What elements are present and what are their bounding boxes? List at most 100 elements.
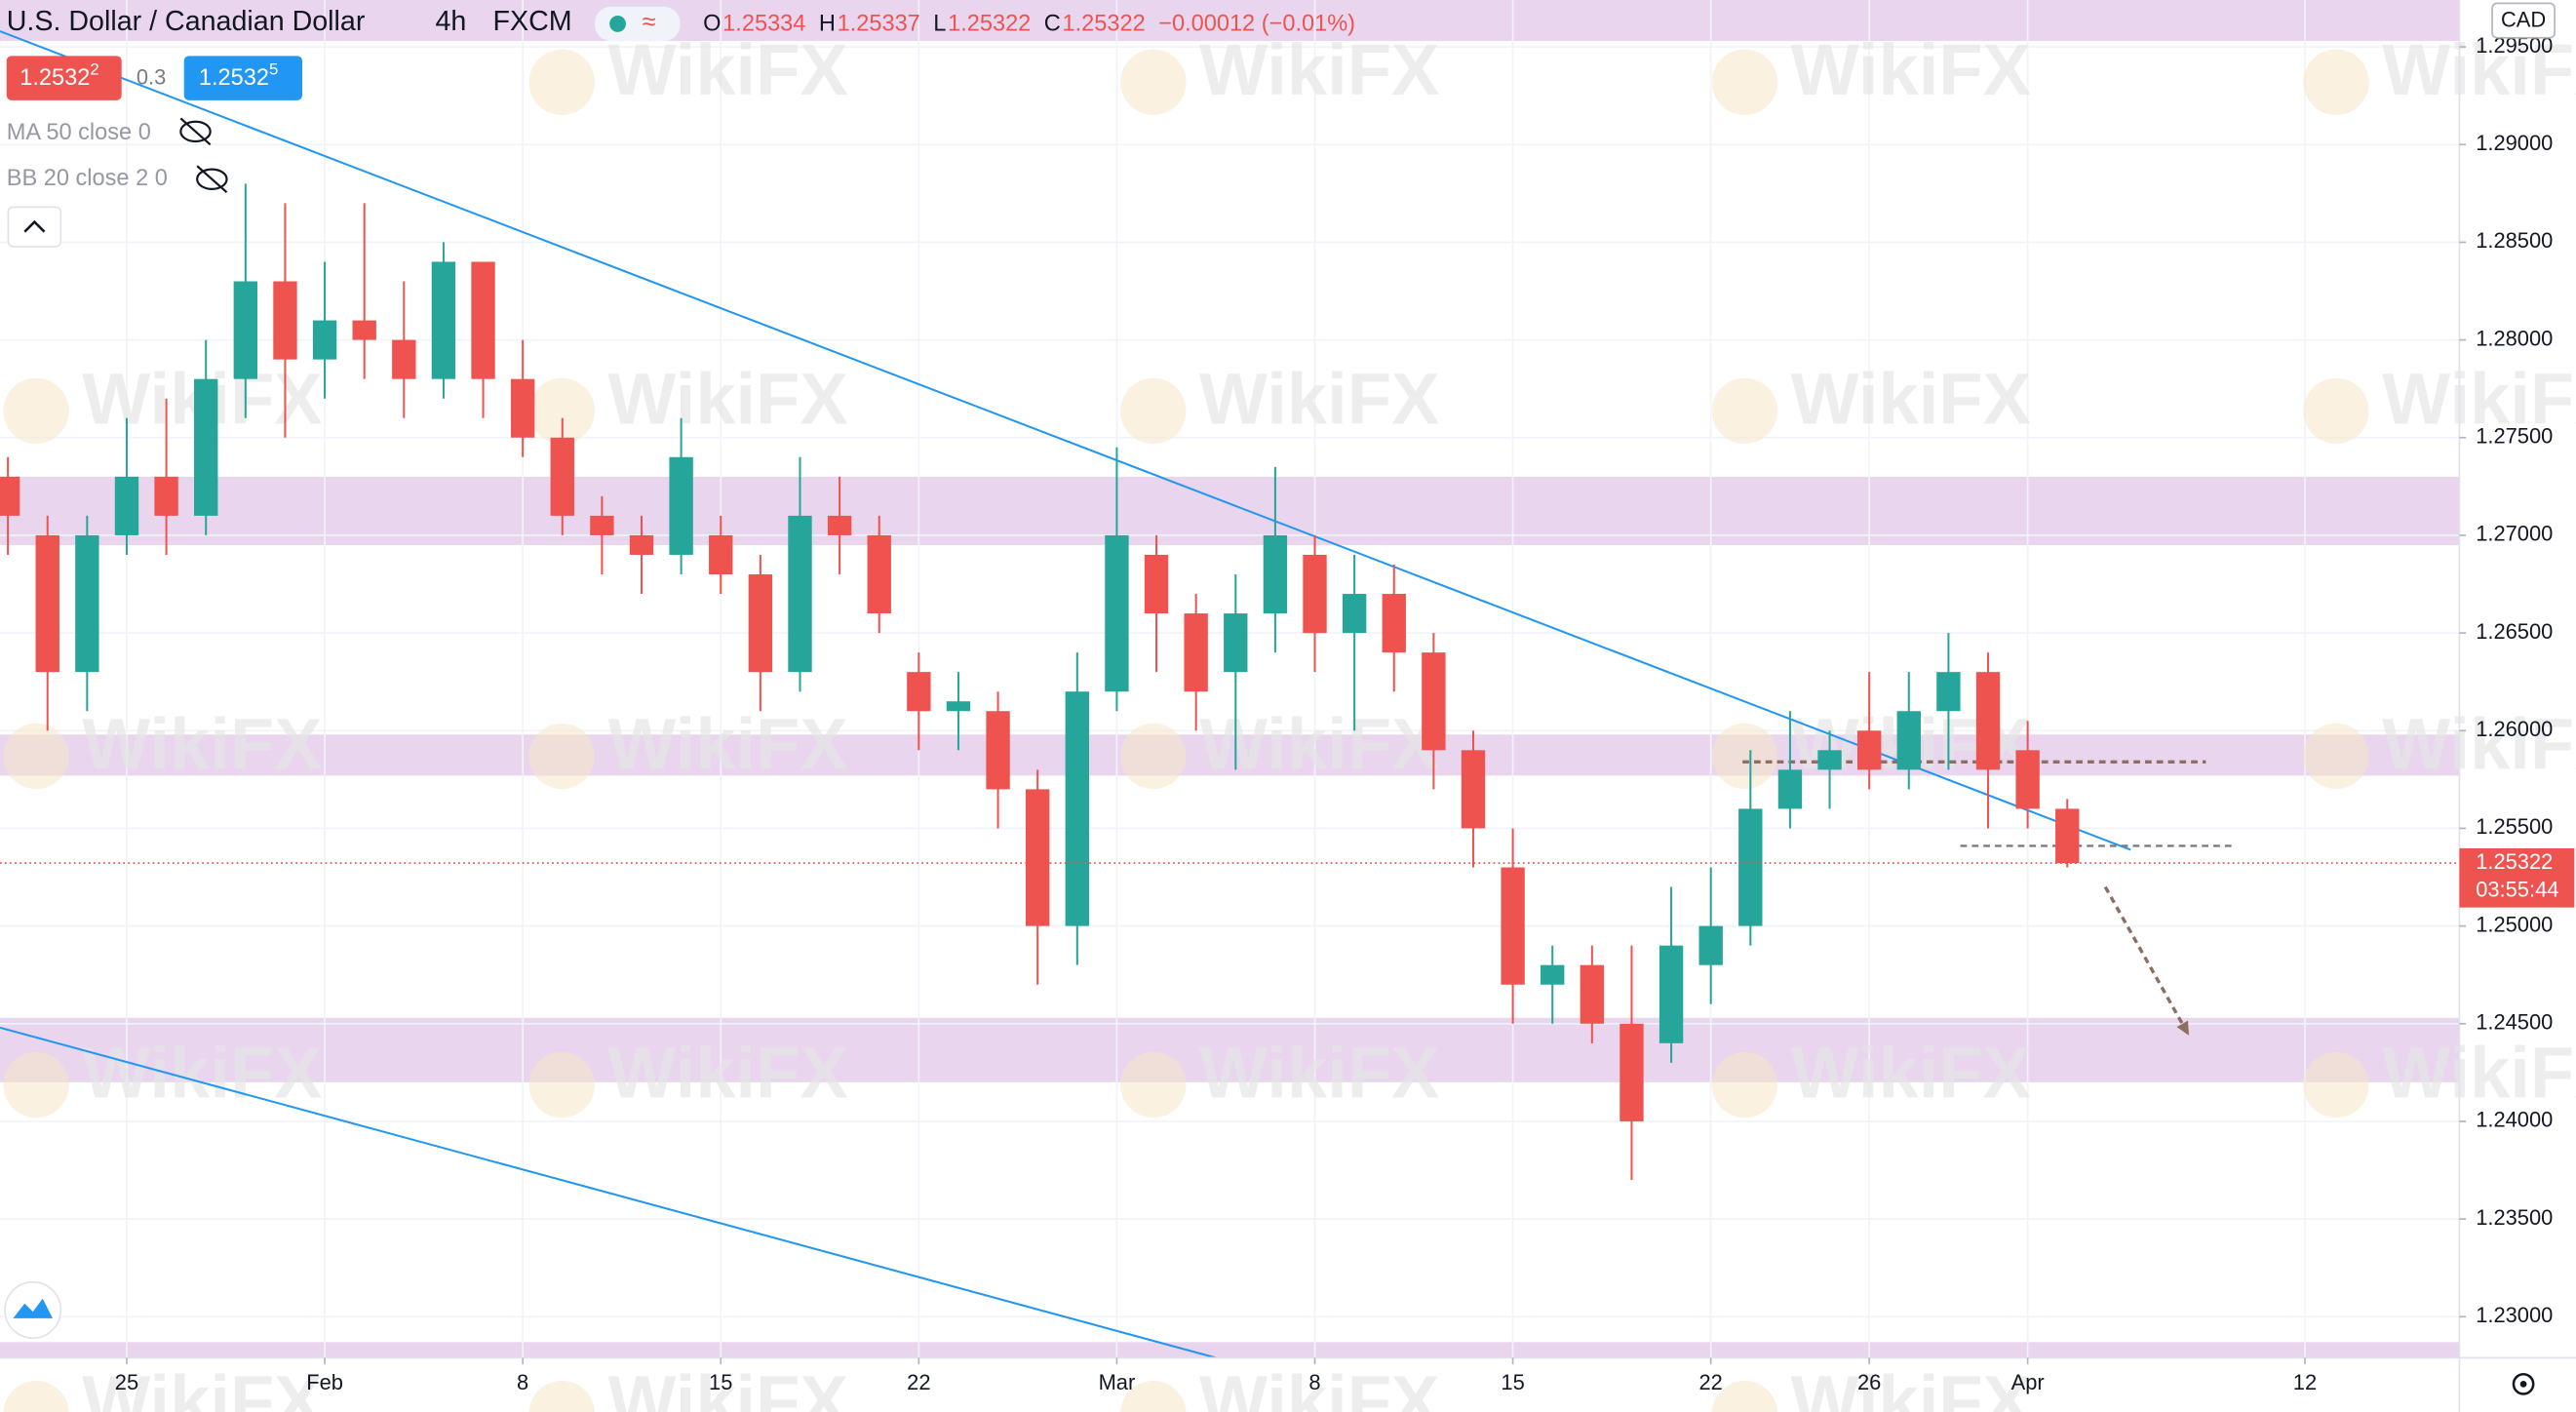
y-tick-label: 1.24500 xyxy=(2476,1010,2553,1035)
y-tick-label: 1.24000 xyxy=(2476,1108,2553,1132)
x-tick-label: 22 xyxy=(1699,1370,1723,1394)
trend-line xyxy=(0,30,2131,851)
watermark-logo xyxy=(1711,1051,1778,1118)
candle-body xyxy=(1817,750,1842,770)
y-tick-label: 1.25500 xyxy=(2476,814,2553,839)
watermark: WikiFX xyxy=(1791,1361,2031,1412)
candle-body xyxy=(0,476,20,516)
x-tick-label: 12 xyxy=(2293,1370,2317,1394)
x-tick-label: Mar xyxy=(1099,1370,1136,1394)
watermark-logo xyxy=(3,723,69,790)
watermark-logo xyxy=(1120,1380,1187,1412)
source: FXCM xyxy=(492,6,571,37)
x-tick-label: 22 xyxy=(907,1370,930,1394)
watermark-logo xyxy=(528,49,595,115)
watermark-logo xyxy=(528,377,595,445)
watermark: WikiFX xyxy=(2382,29,2576,110)
watermark: WikiFX xyxy=(607,358,847,439)
collapse-button[interactable] xyxy=(7,206,62,248)
y-tick-label: 1.28500 xyxy=(2476,228,2553,253)
y-tick-label: 1.27500 xyxy=(2476,424,2553,449)
x-tick-label: 25 xyxy=(115,1370,138,1394)
candle-body xyxy=(1065,691,1089,926)
last-price-label: 1.25322 xyxy=(2476,849,2553,874)
watermark: WikiFX xyxy=(2382,1032,2576,1113)
currency-box[interactable] xyxy=(2491,2,2556,39)
candle-body xyxy=(590,515,614,535)
zone xyxy=(0,1342,2460,1358)
sell-price[interactable]: 1.25322 xyxy=(20,60,98,90)
hide-icon[interactable] xyxy=(196,165,228,194)
last-price-badge xyxy=(2459,847,2575,908)
change: −0.00012 (−0.01%) xyxy=(1158,11,1355,36)
buy-price[interactable]: 1.25325 xyxy=(199,60,278,90)
ohlc-key: H xyxy=(819,11,836,36)
watermark-logo xyxy=(1711,49,1778,115)
buy-price-main: 1.2532 xyxy=(199,64,269,90)
ohlc-value: 1.25322 xyxy=(1063,11,1146,36)
watermark-logo xyxy=(528,1051,595,1118)
candle-body xyxy=(907,672,931,712)
watermark-logo xyxy=(1120,1051,1187,1118)
status-icon: ≈ xyxy=(643,8,656,35)
candle-body xyxy=(1896,711,1921,770)
watermark: WikiFX xyxy=(2382,703,2576,784)
ohlc-value: 1.25322 xyxy=(948,11,1031,36)
candle-body xyxy=(788,515,812,673)
candle-body xyxy=(867,534,891,614)
candle-body xyxy=(392,339,416,379)
candle-body xyxy=(1342,594,1367,634)
watermark-logo xyxy=(528,723,595,790)
spread: 0.3 xyxy=(137,65,166,90)
candle-body xyxy=(114,476,139,535)
sell-button[interactable] xyxy=(6,56,122,100)
watermark: WikiFX xyxy=(2382,358,2576,439)
candle-body xyxy=(75,534,99,673)
candle-body xyxy=(233,281,258,379)
candle-body xyxy=(273,281,297,360)
settings-icon[interactable] xyxy=(2512,1372,2535,1395)
hide-icon[interactable] xyxy=(179,117,212,146)
symbol: U.S. Dollar / Canadian Dollar xyxy=(7,6,366,37)
candle-body xyxy=(1303,554,1327,634)
arrow-head xyxy=(2176,1020,2189,1036)
watermark: WikiFX xyxy=(82,703,322,784)
indicator-label: BB 20 close 2 0 xyxy=(7,165,168,190)
watermark: WikiFX xyxy=(1199,1032,1439,1113)
candle-body xyxy=(1105,534,1129,692)
y-tick-label: 1.26000 xyxy=(2476,717,2553,741)
x-tick-label: 15 xyxy=(709,1370,732,1394)
zone xyxy=(0,734,2460,776)
candle-body xyxy=(1263,534,1288,614)
countdown: 03:55:44 xyxy=(2476,878,2558,902)
watermark-logo xyxy=(1120,377,1187,445)
watermark-logo xyxy=(2303,723,2369,790)
y-tick-label: 1.28000 xyxy=(2476,326,2553,350)
watermark-logo xyxy=(3,1051,69,1118)
buy-button[interactable] xyxy=(183,56,303,100)
candle-body xyxy=(35,534,59,673)
watermark: WikiFX xyxy=(1199,29,1439,110)
watermark-logo xyxy=(2303,49,2369,115)
candle-body xyxy=(2055,808,2080,864)
zone xyxy=(0,476,2460,545)
candle-body xyxy=(1856,730,1882,770)
y-tick-label: 1.23500 xyxy=(2476,1205,2553,1230)
watermark: WikiFX xyxy=(607,703,847,784)
watermark-logo xyxy=(1120,723,1187,790)
logo-icon xyxy=(13,1298,53,1318)
candle-body xyxy=(431,261,456,379)
candle-body xyxy=(1026,789,1050,926)
arrow-line xyxy=(2103,885,2191,1037)
watermark-logo xyxy=(3,1380,69,1412)
candle-body xyxy=(1659,945,1684,1043)
zones xyxy=(0,0,2460,1358)
grid xyxy=(0,0,2460,1358)
y-tick-label: 1.29000 xyxy=(2476,131,2553,155)
watermark-logo xyxy=(2303,1051,2369,1118)
sell-pip: 2 xyxy=(90,60,98,79)
candle-body xyxy=(194,378,218,516)
y-tick-label: 1.23000 xyxy=(2476,1303,2553,1327)
logo-button[interactable] xyxy=(4,1280,62,1339)
